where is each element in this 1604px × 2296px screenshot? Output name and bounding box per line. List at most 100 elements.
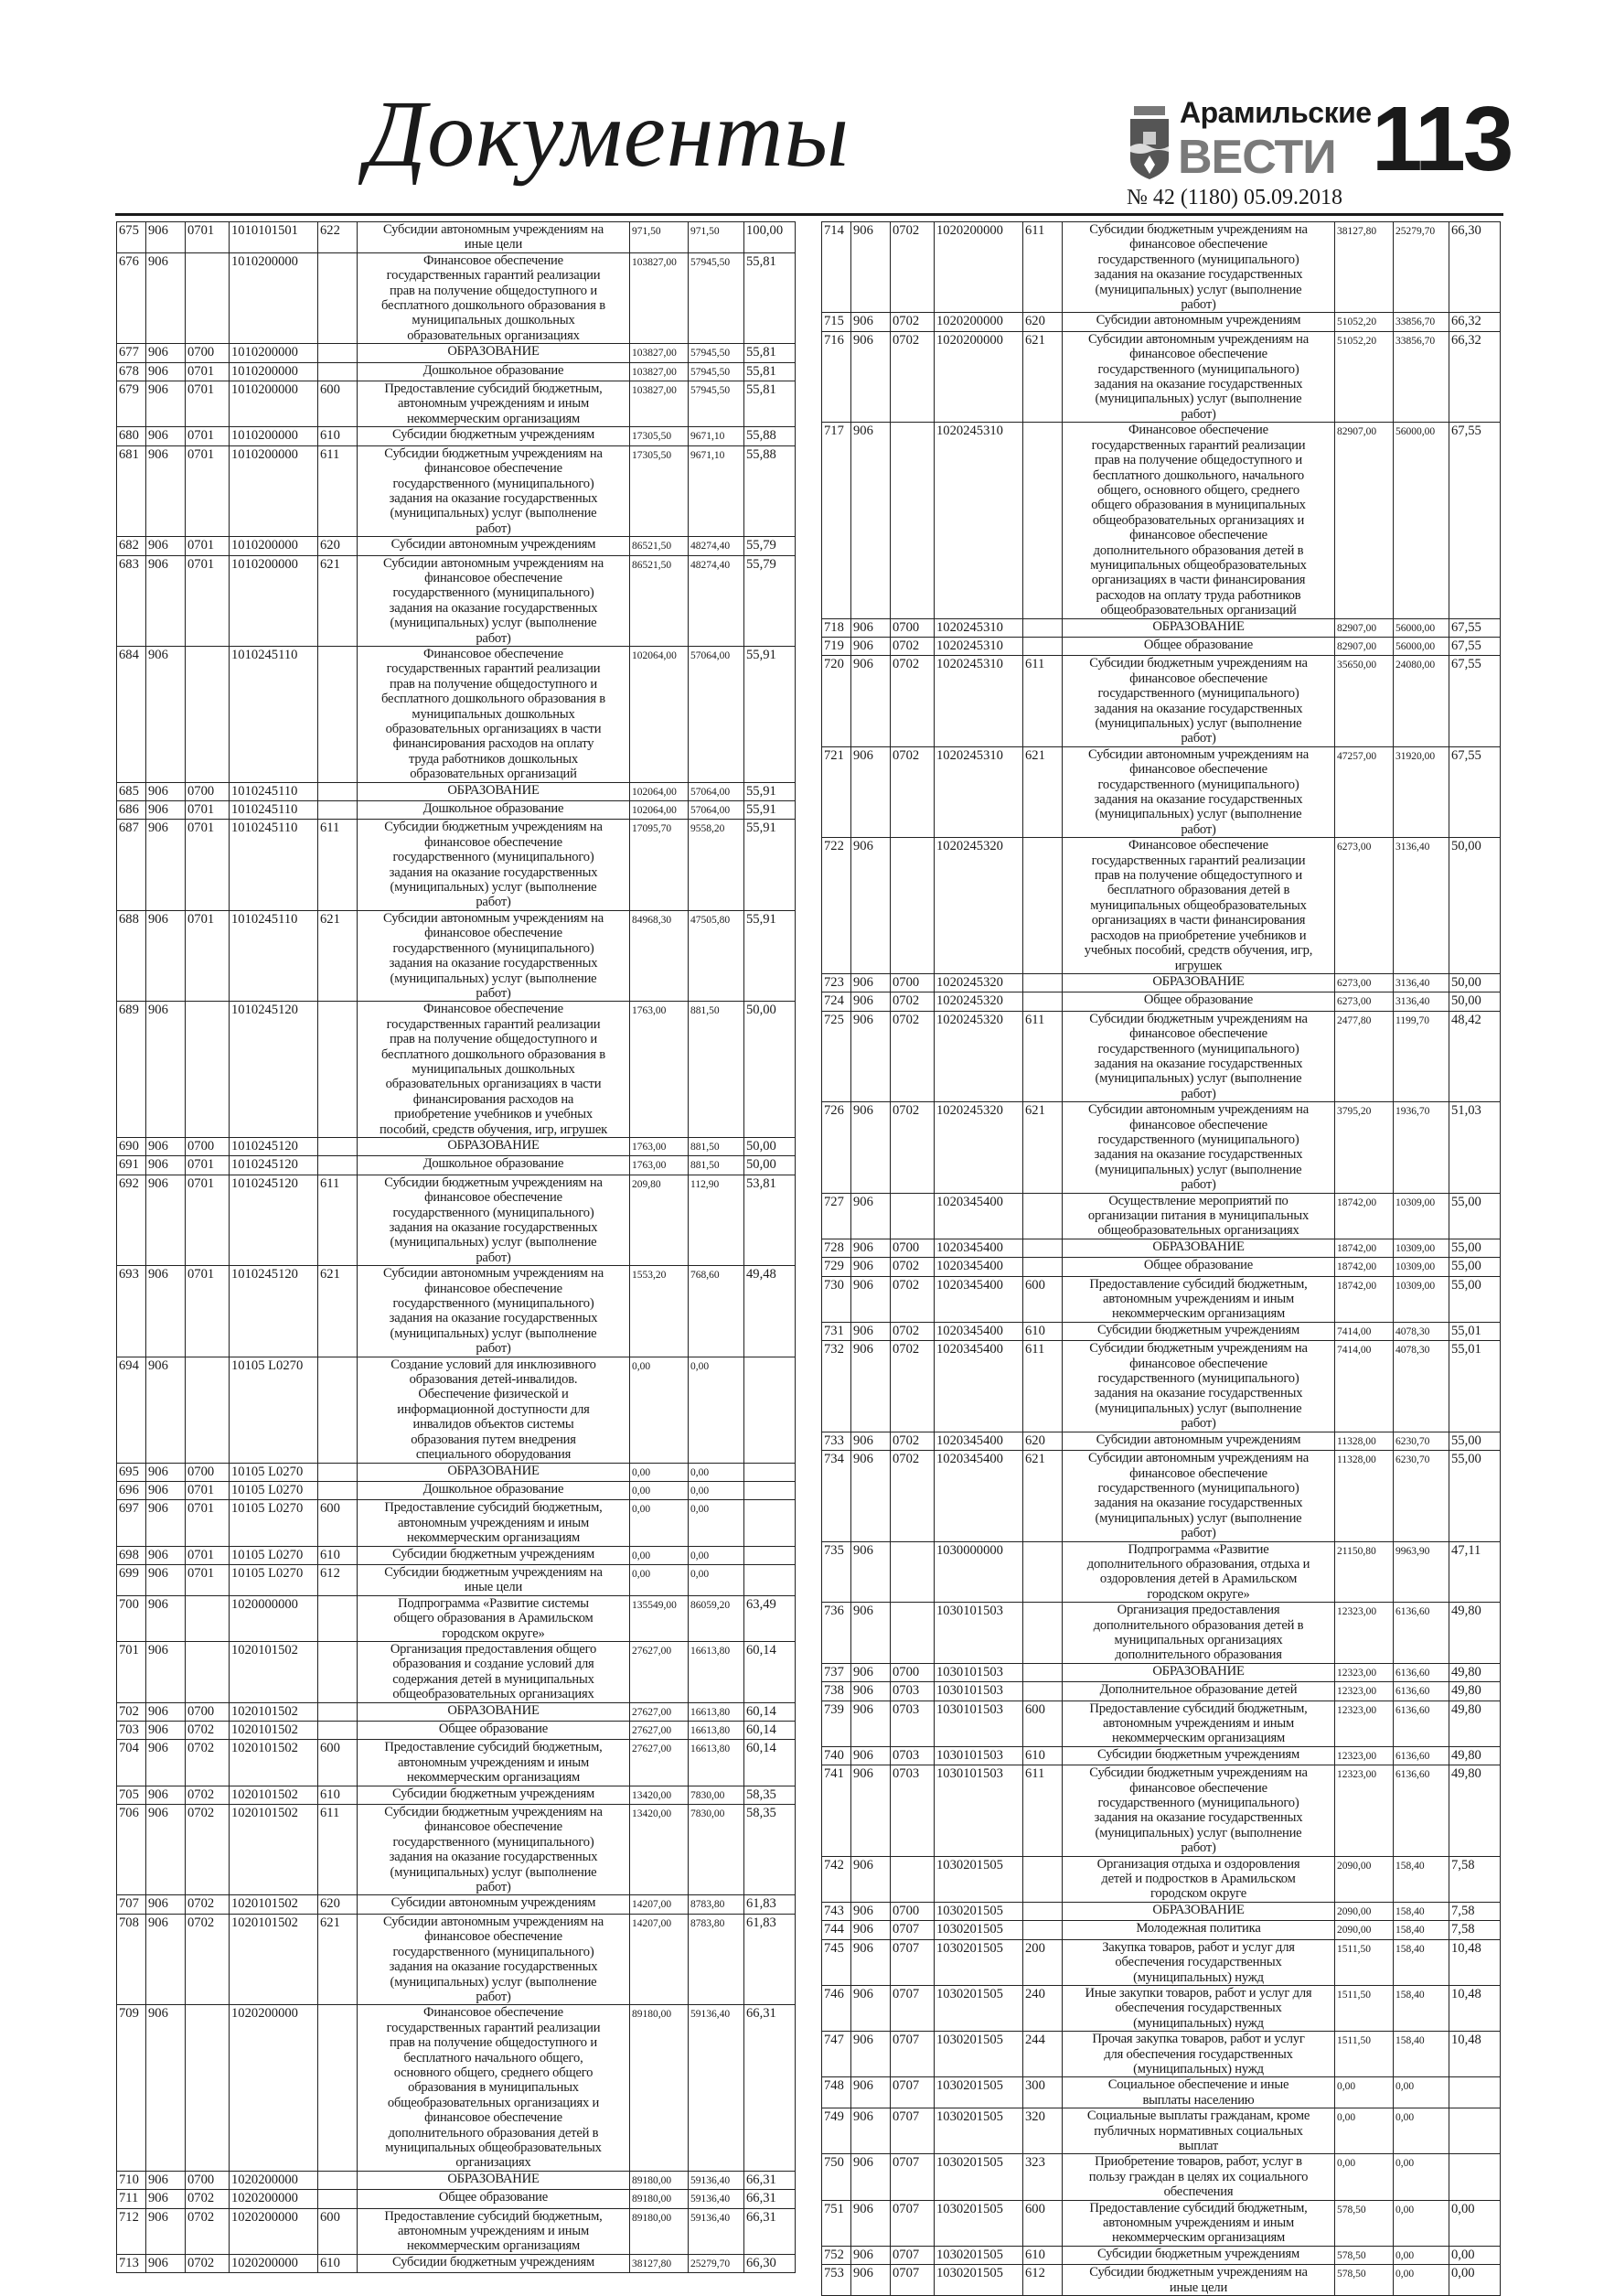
target-article-code: 1010200000: [229, 445, 318, 538]
expense-type-code: 620: [1022, 1431, 1063, 1452]
department-code: 906: [145, 2253, 186, 2274]
budget-table-left: 675 906 0701 1010101501 622 Субсидии автономн…: [116, 221, 796, 2274]
expense-type-code: 611: [1022, 1010, 1063, 1103]
item-name: Субсидии автономным учреждениям: [1062, 312, 1335, 332]
executed-amount: 10309,00: [1393, 1238, 1449, 1259]
planned-amount: 6273,00: [1334, 992, 1394, 1012]
department-code: 906: [850, 972, 891, 993]
planned-amount: 135549,00: [629, 1594, 689, 1642]
item-name: Предоставление субсидий бюджетным, автон…: [357, 2207, 630, 2255]
section-title: Документы: [366, 81, 850, 187]
execution-percent: 7,58: [1449, 1901, 1501, 1922]
section-code: 0701: [185, 800, 230, 821]
row-number: 732: [821, 1340, 851, 1432]
table-row: 701 906 1020101502 Организация предоставлен…: [116, 1640, 796, 1703]
table-row: 710 906 0700 1020200000 ОБРАЗОВАНИЕ 89180,00 5…: [116, 2170, 796, 2191]
execution-percent: 55,91: [743, 909, 796, 1003]
executed-amount: 0,00: [1393, 2108, 1449, 2155]
execution-percent: [1449, 2153, 1501, 2201]
planned-amount: 2090,00: [1334, 1920, 1394, 1940]
row-number: 725: [821, 1010, 851, 1103]
target-article-code: 1030101503: [934, 1765, 1023, 1857]
execution-percent: 50,00: [1449, 837, 1501, 974]
table-row: 742 906 1030201505 Организация отдыха и озд…: [821, 1855, 1501, 1903]
expense-type-code: 600: [317, 1499, 358, 1547]
row-number: 691: [116, 1155, 146, 1175]
item-name: Организация предоставления дополнительно…: [1062, 1602, 1335, 1664]
row-number: 677: [116, 343, 146, 363]
target-article-code: 1010245120: [229, 1136, 318, 1157]
section-code: [185, 645, 230, 783]
item-name: ОБРАЗОВАНИЕ: [1062, 972, 1335, 993]
department-code: 906: [145, 1001, 186, 1138]
department-code: 906: [850, 1257, 891, 1277]
row-number: 720: [821, 655, 851, 747]
expense-type-code: 323: [1022, 2153, 1063, 2201]
planned-amount: 86521,50: [629, 554, 689, 647]
row-number: 744: [821, 1920, 851, 1940]
planned-amount: 18742,00: [1334, 1275, 1394, 1323]
table-row: 714 906 0702 1020200000 611 Субсидии бюджетны…: [821, 220, 1501, 314]
section-code: 0701: [185, 536, 230, 556]
section-code: 0701: [185, 1563, 230, 1596]
table-row: 685 906 0700 1010245110 ОБРАЗОВАНИЕ 102064,00…: [116, 781, 796, 802]
execution-percent: 66,31: [743, 2189, 796, 2209]
expense-type-code: 610: [1022, 2245, 1063, 2266]
planned-amount: 51052,20: [1334, 312, 1394, 332]
department-code: 906: [850, 1745, 891, 1766]
planned-amount: 1763,00: [629, 1136, 689, 1157]
row-number: 724: [821, 992, 851, 1012]
row-number: 735: [821, 1540, 851, 1604]
table-row: 677 906 0700 1010200000 ОБРАЗОВАНИЕ 103827,00…: [116, 343, 796, 363]
section-code: 0702: [890, 1340, 935, 1432]
department-code: 906: [850, 1700, 891, 1747]
target-article-code: 1020345400: [934, 1321, 1023, 1342]
execution-percent: 67,55: [1449, 636, 1501, 657]
target-article-code: 1020245320: [934, 972, 1023, 993]
department-code: 906: [850, 422, 891, 619]
expense-type-code: [1022, 1920, 1063, 1940]
department-code: 906: [850, 617, 891, 638]
table-row: 716 906 0702 1020200000 621 Субсидии автономн…: [821, 330, 1501, 424]
row-number: 682: [116, 536, 146, 556]
table-row: 703 906 0702 1020101502 Общее образование 276…: [116, 1720, 796, 1741]
executed-amount: 59136,40: [688, 2170, 744, 2191]
table-row: 719 906 0702 1020245310 Общее образование 829…: [821, 636, 1501, 657]
row-number: 704: [116, 1739, 146, 1786]
target-article-code: 1020200000: [229, 2253, 318, 2274]
execution-percent: 61,83: [743, 1913, 796, 2006]
table-row: 734 906 0702 1020345400 621 Субсидии автономн…: [821, 1450, 1501, 1542]
target-article-code: 1010200000: [229, 252, 318, 345]
row-number: 714: [821, 220, 851, 314]
planned-amount: 102064,00: [629, 800, 689, 821]
execution-percent: 61,83: [743, 1894, 796, 1915]
target-article-code: 1010101501: [229, 221, 318, 253]
executed-amount: 6136,60: [1393, 1662, 1449, 1683]
planned-amount: 578,50: [1334, 2199, 1394, 2247]
row-number: 718: [821, 617, 851, 638]
item-name: Субсидии бюджетным учреждениям: [357, 2253, 630, 2274]
executed-amount: 9963,90: [1393, 1540, 1449, 1604]
execution-percent: 60,14: [743, 1739, 796, 1786]
section-code: 0707: [890, 2108, 935, 2155]
executed-amount: 57945,50: [688, 343, 744, 363]
expense-type-code: [317, 2189, 358, 2209]
target-article-code: 1020000000: [229, 1594, 318, 1642]
planned-amount: 21150,80: [1334, 1540, 1394, 1604]
executed-amount: 6136,60: [1393, 1681, 1449, 1701]
section-code: 0703: [890, 1745, 935, 1766]
execution-percent: 55,01: [1449, 1321, 1501, 1342]
item-name: ОБРАЗОВАНИЕ: [1062, 617, 1335, 638]
row-number: 700: [116, 1594, 146, 1642]
target-article-code: 1010245120: [229, 1265, 318, 1357]
row-number: 711: [116, 2189, 146, 2209]
department-code: 906: [145, 1499, 186, 1547]
target-article-code: 1020345400: [934, 1450, 1023, 1542]
executed-amount: 10309,00: [1393, 1192, 1449, 1239]
row-number: 745: [821, 1938, 851, 1986]
department-code: 906: [850, 636, 891, 657]
target-article-code: 1020101502: [229, 1785, 318, 1806]
target-article-code: 1010245110: [229, 819, 318, 911]
target-article-code: 1030201505: [934, 2108, 1023, 2155]
row-number: 679: [116, 381, 146, 428]
